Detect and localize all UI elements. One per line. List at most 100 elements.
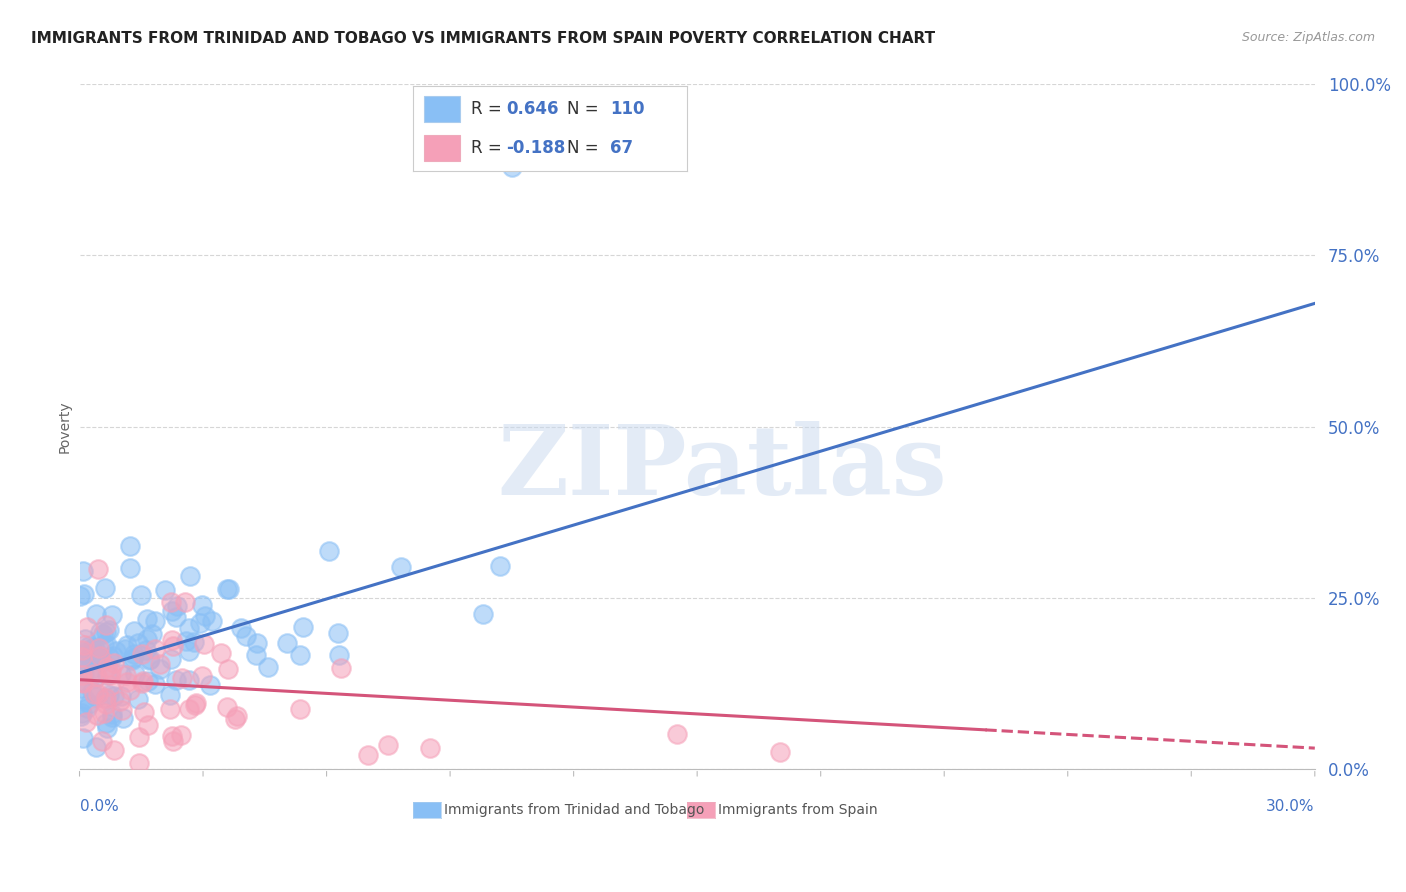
Point	[138, 651, 160, 665]
Point	[159, 652, 181, 666]
Point	[257, 660, 280, 674]
Point	[103, 689, 125, 703]
Point	[170, 727, 193, 741]
Point	[72, 564, 94, 578]
Point	[80, 640, 103, 655]
Point	[83, 671, 105, 685]
Point	[768, 745, 790, 759]
Point	[127, 636, 149, 650]
Text: R =: R =	[471, 100, 506, 118]
Point	[193, 636, 215, 650]
Text: 0.0%: 0.0%	[80, 799, 118, 814]
Point	[132, 673, 155, 688]
Point	[377, 738, 399, 752]
FancyBboxPatch shape	[425, 96, 460, 122]
Point	[200, 677, 222, 691]
Point	[128, 730, 150, 744]
Point	[194, 609, 217, 624]
Point	[245, 648, 267, 662]
Point	[226, 708, 249, 723]
Point	[129, 588, 152, 602]
Point	[111, 703, 134, 717]
Point	[149, 657, 172, 671]
Point	[79, 646, 101, 660]
Point	[70, 668, 93, 682]
Point	[101, 710, 124, 724]
Point	[118, 539, 141, 553]
Point	[100, 664, 122, 678]
Point	[127, 692, 149, 706]
Point	[96, 638, 118, 652]
Point	[128, 756, 150, 770]
Point	[75, 692, 97, 706]
Point	[159, 594, 181, 608]
Point	[76, 620, 98, 634]
Text: 110: 110	[610, 100, 645, 118]
Point	[89, 624, 111, 639]
Point	[75, 714, 97, 729]
Y-axis label: Poverty: Poverty	[58, 401, 72, 453]
Point	[288, 648, 311, 662]
Point	[87, 688, 110, 702]
Point	[86, 562, 108, 576]
Point	[357, 747, 380, 762]
Point	[288, 701, 311, 715]
Point	[80, 683, 103, 698]
Point	[143, 614, 166, 628]
Point	[98, 624, 121, 638]
Point	[77, 697, 100, 711]
Point	[80, 653, 103, 667]
Point	[70, 674, 93, 689]
Point	[96, 660, 118, 674]
Point	[134, 705, 156, 719]
Point	[76, 701, 98, 715]
Point	[143, 677, 166, 691]
Point	[141, 627, 163, 641]
Point	[86, 669, 108, 683]
Point	[215, 699, 238, 714]
Point	[201, 614, 224, 628]
Point	[86, 649, 108, 664]
Point	[191, 669, 214, 683]
Text: -0.188: -0.188	[506, 139, 565, 157]
Text: N =: N =	[567, 139, 603, 157]
Point	[183, 698, 205, 713]
Point	[162, 639, 184, 653]
Point	[110, 667, 132, 681]
Point	[87, 640, 110, 655]
Point	[159, 702, 181, 716]
Point	[98, 668, 121, 682]
Point	[184, 697, 207, 711]
Point	[72, 676, 94, 690]
Point	[124, 666, 146, 681]
Point	[121, 653, 143, 667]
Point	[209, 646, 232, 660]
Point	[82, 649, 104, 664]
Point	[217, 662, 239, 676]
Point	[111, 710, 134, 724]
Point	[174, 595, 197, 609]
Point	[83, 661, 105, 675]
Point	[96, 698, 118, 712]
Text: R =: R =	[471, 139, 506, 157]
Point	[235, 629, 257, 643]
Point	[75, 632, 97, 646]
Point	[145, 642, 167, 657]
Point	[84, 690, 107, 705]
Point	[77, 639, 100, 653]
Point	[103, 648, 125, 663]
Point	[103, 657, 125, 671]
Point	[218, 582, 240, 596]
Point	[276, 636, 298, 650]
Point	[191, 599, 214, 613]
Point	[96, 625, 118, 640]
Point	[418, 741, 440, 756]
Point	[224, 712, 246, 726]
Point	[118, 682, 141, 697]
Point	[97, 649, 120, 664]
Point	[96, 618, 118, 632]
Point	[110, 694, 132, 708]
Point	[472, 607, 495, 622]
Point	[70, 681, 93, 696]
Point	[70, 706, 93, 720]
